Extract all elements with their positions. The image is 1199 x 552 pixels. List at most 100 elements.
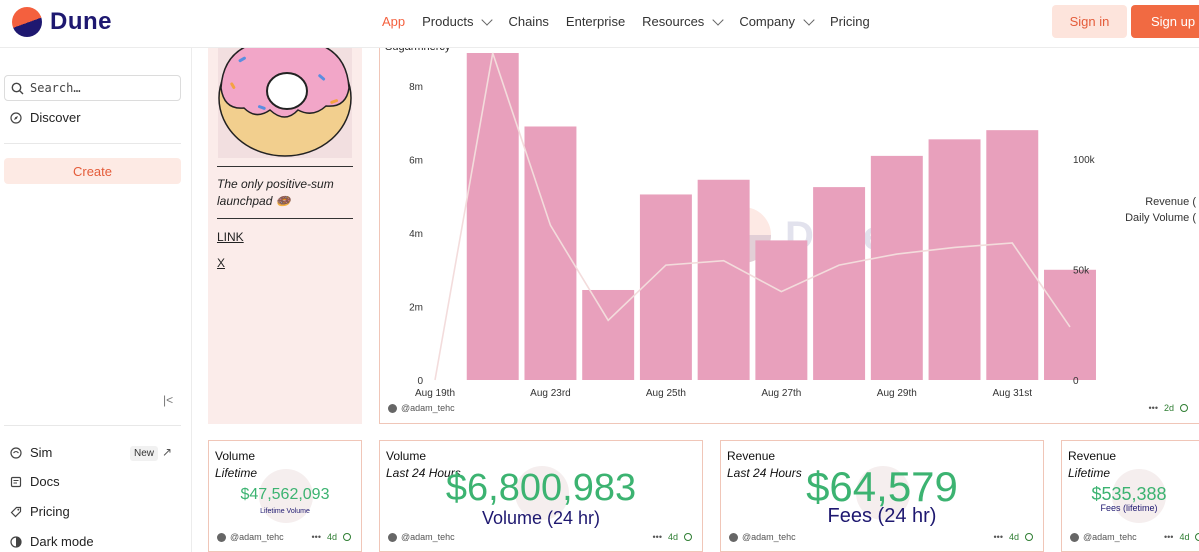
external-link-icon: ↗ [162,445,173,459]
kpi-value: $47,562,093 [240,486,330,503]
kpi-author[interactable]: @adam_tehc [729,532,796,542]
x-tick-label: Aug 25th [646,388,686,399]
nav-app[interactable]: App [382,14,405,29]
chevron-down-icon [712,13,724,26]
check-icon [343,533,351,541]
kpi-author[interactable]: @adam_tehc [217,532,284,542]
author-name: @adam_tehc [401,403,455,413]
author-name: @adam_tehc [401,532,455,542]
search-icon [11,82,24,94]
donut-image [218,48,352,158]
more-options-icon[interactable]: ••• [993,532,1003,542]
kpi-title: Volume [215,449,256,463]
divider [217,218,353,219]
bar-aug-30th [928,139,981,380]
more-options-icon[interactable]: ••• [652,532,662,542]
check-icon [684,533,692,541]
chart-author[interactable]: @adam_tehc [388,403,455,413]
more-options-icon[interactable]: ••• [311,532,321,542]
kpi-value: $6,800,983 [445,467,637,509]
refresh-age: 2d [1163,403,1174,413]
collapse-sidebar-icon[interactable]: |< [163,393,174,407]
kpi-meta: ••• 4d [994,532,1033,542]
kpi-value: $535,388 [1091,484,1167,504]
sidebar-item-label: Docs [30,474,60,489]
avatar [388,532,397,542]
kpi-meta: ••• 4d [1164,532,1199,542]
sidebar-item-label: Dark mode [30,534,94,549]
sidebar-divider [4,425,181,426]
kpi-card-lifetime-volume: Volume Lifetime $47,562,093 Lifetime Vol… [208,440,362,552]
bar-aug-28th [813,187,866,380]
theme-icon [10,535,22,548]
kpi-author[interactable]: @adam_tehc [1070,532,1137,542]
y-tick-label-right: 50k [1073,266,1090,277]
x-tick-label: Aug 27th [761,388,801,399]
legend-daily-volume: Daily Volume ( [1125,212,1196,224]
chevron-down-icon [803,13,815,26]
kpi-caption: Fees (lifetime) [1100,503,1158,513]
nav-chains-label: Chains [508,14,549,29]
sidebar-item-label: Pricing [30,504,70,519]
kpi-author[interactable]: @adam_tehc [388,532,455,542]
sidebar-item-docs[interactable]: Docs [10,474,60,489]
nav-products[interactable]: Products [422,13,494,29]
nav-chains[interactable]: Chains [508,14,548,29]
avatar [1070,532,1079,542]
search-input[interactable]: Search… [4,75,181,101]
kpi-subtitle: Lifetime [215,466,258,480]
dune-logo[interactable]: Dune [12,7,112,37]
new-badge: New [130,446,159,461]
sidebar-divider [4,143,181,144]
sidebar-item-pricing[interactable]: Pricing [10,504,70,519]
x-tick-label: Aug 19th [415,388,455,399]
nav-resources[interactable]: Resources [642,13,724,29]
nav-enterprise[interactable]: Enterprise [566,14,625,29]
more-options-icon[interactable]: ••• [1148,403,1158,413]
y-tick-label-left: 8m [409,82,423,93]
more-options-icon[interactable]: ••• [1164,532,1174,542]
sidebar-item-dark-mode[interactable]: Dark mode [10,534,94,549]
check-icon [1195,533,1199,541]
chart-meta: ••• 2d [1149,403,1188,413]
dune-watermark [1112,469,1166,523]
link-anchor[interactable]: LINK [217,230,244,244]
kpi-caption: Fees (24 hr) [827,505,937,527]
x-link[interactable]: X [217,256,226,270]
y-tick-label-left: 4m [409,229,423,240]
refresh-age: 4d [1008,532,1019,542]
kpi-subtitle: Last 24 Hours [727,466,802,480]
nav-company[interactable]: Company [739,13,815,29]
chevron-down-icon [481,13,494,26]
create-button[interactable]: Create [4,158,181,184]
y-tick-label-right: 100k [1073,155,1096,166]
check-icon [1180,404,1188,412]
sign-up-button[interactable]: Sign up [1131,5,1199,38]
avatar [388,403,397,413]
y-tick-label-left: 6m [409,156,423,167]
sidebar-item-sim[interactable]: Sim [10,445,52,460]
bar-aug-29th [870,155,923,380]
x-tick-label: Aug 23rd [530,388,571,399]
nav-products-label: Products [422,14,474,29]
sidebar-item-discover[interactable]: Discover [10,110,81,125]
kpi-card-24h-volume: Volume Last 24 Hours $6,800,983 Volume (… [379,440,703,552]
author-name: @adam_tehc [230,532,284,542]
refresh-age: 4d [326,532,337,542]
main-nav: App Products Chains Enterprise Resources… [382,13,870,29]
bar-aug-24th [582,289,635,380]
tagline-text: The only positive-sum launchpad 🍩 [217,177,334,208]
dune-logo-icon [12,7,42,37]
revenue-line [434,52,1071,381]
kpi-meta: ••• 4d [312,532,351,542]
kpi-caption: Lifetime Volume [260,508,310,515]
x-tick-label: Aug 29th [877,388,917,399]
kpi-title: Volume [386,449,427,463]
y-tick-label-right: 0 [1073,376,1079,387]
nav-app-label: App [382,14,406,29]
nav-pricing[interactable]: Pricing [830,14,870,29]
sign-in-button[interactable]: Sign in [1052,5,1127,38]
search-placeholder: Search… [30,81,81,95]
